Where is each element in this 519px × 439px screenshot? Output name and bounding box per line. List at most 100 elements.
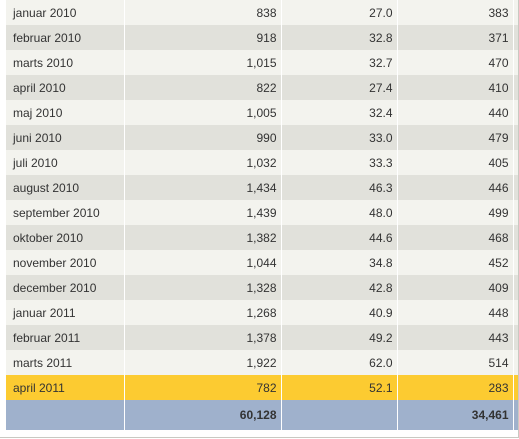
month-cell: oktober 2010 (6, 225, 125, 250)
table-row[interactable]: februar 2011 1,378 49.2 443 (6, 325, 519, 350)
month-cell: december 2010 (6, 275, 125, 300)
value-cell-a: 1,005 (124, 100, 282, 125)
value-cell-a: 1,268 (124, 300, 282, 325)
table-body: januar 2010 838 27.0 383 februar 2010 91… (6, 0, 519, 430)
value-cell-c: 283 (397, 375, 514, 400)
month-cell: februar 2011 (6, 325, 125, 350)
value-cell-c: 409 (397, 275, 514, 300)
edge-cell (513, 125, 519, 150)
value-cell-c: 410 (397, 75, 514, 100)
month-cell: marts 2011 (6, 350, 125, 375)
table-row[interactable]: september 2010 1,439 48.0 499 (6, 200, 519, 225)
edge-cell (513, 25, 519, 50)
value-cell-c: 446 (397, 175, 514, 200)
value-cell-b: 44.6 (281, 225, 398, 250)
month-cell: marts 2010 (6, 50, 125, 75)
month-cell: januar 2011 (6, 300, 125, 325)
table-row[interactable]: marts 2010 1,015 32.7 470 (6, 50, 519, 75)
value-cell-c: 440 (397, 100, 514, 125)
total-cell-a: 60,128 (124, 400, 282, 430)
edge-cell (513, 400, 519, 430)
value-cell-c: 448 (397, 300, 514, 325)
value-cell-c: 443 (397, 325, 514, 350)
edge-cell (513, 75, 519, 100)
value-cell-b: 32.4 (281, 100, 398, 125)
value-cell-b: 32.8 (281, 25, 398, 50)
value-cell-c: 452 (397, 250, 514, 275)
value-cell-a: 782 (124, 375, 282, 400)
value-cell-b: 48.0 (281, 200, 398, 225)
value-cell-c: 371 (397, 25, 514, 50)
value-cell-b: 27.0 (281, 0, 398, 25)
edge-cell (513, 275, 519, 300)
totals-label-cell (6, 400, 125, 430)
edge-cell (513, 0, 519, 25)
value-cell-a: 918 (124, 25, 282, 50)
table-row[interactable]: november 2010 1,044 34.8 452 (6, 250, 519, 275)
month-cell: september 2010 (6, 200, 125, 225)
value-cell-a: 1,439 (124, 200, 282, 225)
table-row[interactable]: maj 2010 1,005 32.4 440 (6, 100, 519, 125)
totals-row: 60,128 34,461 (6, 400, 519, 430)
value-cell-a: 1,015 (124, 50, 282, 75)
month-cell: juli 2010 (6, 150, 125, 175)
edge-cell (513, 50, 519, 75)
total-cell-c: 34,461 (397, 400, 514, 430)
month-cell: maj 2010 (6, 100, 125, 125)
monthly-data-table: januar 2010 838 27.0 383 februar 2010 91… (6, 0, 519, 430)
table-row[interactable]: oktober 2010 1,382 44.6 468 (6, 225, 519, 250)
edge-cell (513, 150, 519, 175)
value-cell-b: 42.8 (281, 275, 398, 300)
value-cell-b: 46.3 (281, 175, 398, 200)
table-row[interactable]: april 2010 822 27.4 410 (6, 75, 519, 100)
value-cell-c: 470 (397, 50, 514, 75)
month-cell: august 2010 (6, 175, 125, 200)
edge-cell (513, 225, 519, 250)
edge-cell (513, 200, 519, 225)
value-cell-b: 49.2 (281, 325, 398, 350)
table-row[interactable]: januar 2010 838 27.0 383 (6, 0, 519, 25)
value-cell-c: 468 (397, 225, 514, 250)
value-cell-a: 1,922 (124, 350, 282, 375)
table-row[interactable]: januar 2011 1,268 40.9 448 (6, 300, 519, 325)
table-row[interactable]: februar 2010 918 32.8 371 (6, 25, 519, 50)
value-cell-a: 1,328 (124, 275, 282, 300)
value-cell-b: 32.7 (281, 50, 398, 75)
month-cell: juni 2010 (6, 125, 125, 150)
value-cell-c: 499 (397, 200, 514, 225)
edge-cell (513, 250, 519, 275)
value-cell-c: 405 (397, 150, 514, 175)
month-cell: november 2010 (6, 250, 125, 275)
value-cell-a: 990 (124, 125, 282, 150)
value-cell-a: 838 (124, 0, 282, 25)
value-cell-b: 40.9 (281, 300, 398, 325)
edge-cell (513, 375, 519, 400)
edge-cell (513, 350, 519, 375)
value-cell-a: 822 (124, 75, 282, 100)
value-cell-a: 1,434 (124, 175, 282, 200)
table-row[interactable]: juni 2010 990 33.0 479 (6, 125, 519, 150)
value-cell-b: 27.4 (281, 75, 398, 100)
edge-cell (513, 175, 519, 200)
value-cell-a: 1,032 (124, 150, 282, 175)
table-row[interactable]: december 2010 1,328 42.8 409 (6, 275, 519, 300)
month-cell: februar 2010 (6, 25, 125, 50)
value-cell-b: 52.1 (281, 375, 398, 400)
table-row-highlighted[interactable]: april 2011 782 52.1 283 (6, 375, 519, 400)
table-row[interactable]: august 2010 1,434 46.3 446 (6, 175, 519, 200)
value-cell-a: 1,378 (124, 325, 282, 350)
value-cell-b: 34.8 (281, 250, 398, 275)
value-cell-a: 1,044 (124, 250, 282, 275)
value-cell-b: 33.0 (281, 125, 398, 150)
table-row[interactable]: juli 2010 1,032 33.3 405 (6, 150, 519, 175)
value-cell-c: 514 (397, 350, 514, 375)
edge-cell (513, 300, 519, 325)
edge-cell (513, 100, 519, 125)
value-cell-b: 62.0 (281, 350, 398, 375)
month-cell: april 2011 (6, 375, 125, 400)
table-row[interactable]: marts 2011 1,922 62.0 514 (6, 350, 519, 375)
value-cell-c: 383 (397, 0, 514, 25)
value-cell-c: 479 (397, 125, 514, 150)
month-cell: januar 2010 (6, 0, 125, 25)
